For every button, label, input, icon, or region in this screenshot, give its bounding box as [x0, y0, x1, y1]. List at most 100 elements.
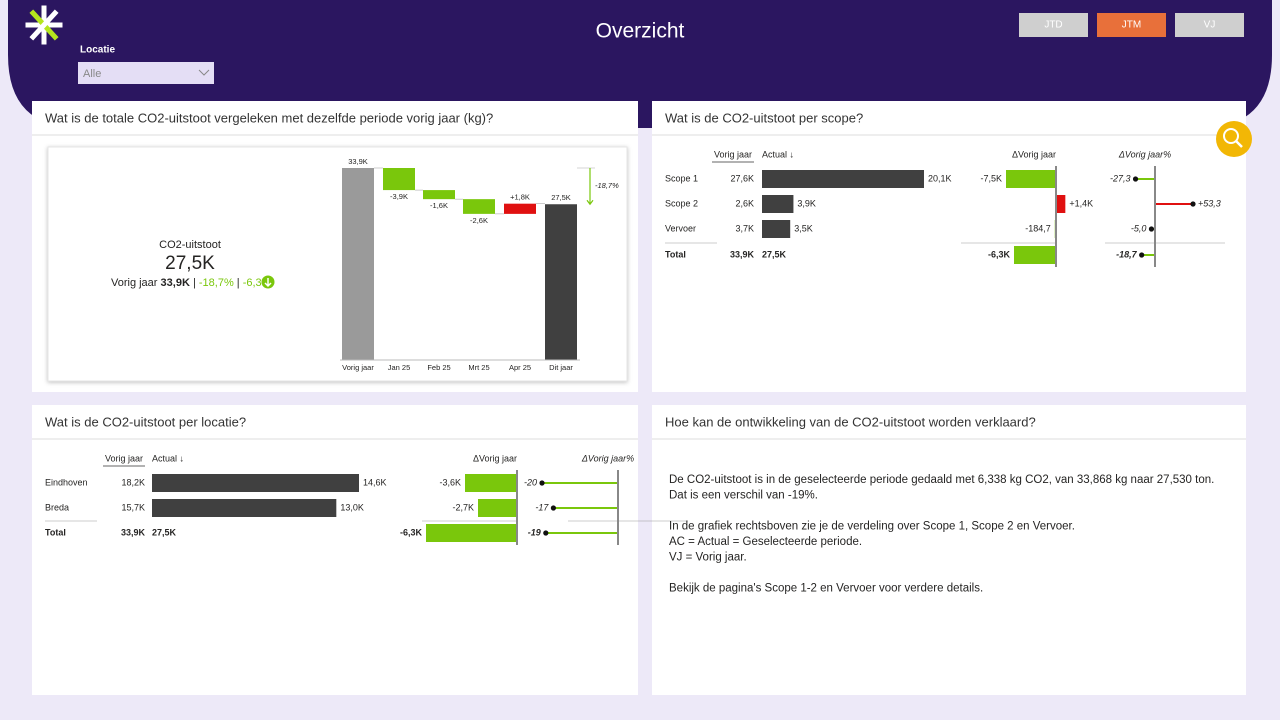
column-header: ΔVorig jaar% [581, 453, 634, 463]
actual-value: 3,9K [797, 198, 816, 208]
column-header: ΔVorig jaar [473, 453, 517, 463]
period-button[interactable] [1175, 13, 1244, 37]
column-header: Vorig jaar [105, 453, 143, 463]
actual-bar [762, 170, 924, 188]
page-title: Overzicht [596, 20, 685, 43]
delta-value: -6,3K [988, 249, 1011, 259]
delta-value: -6,3K [400, 527, 423, 537]
panel-total: Wat is de totale CO2-uitstoot vergeleken… [32, 101, 638, 392]
kpi-label: CO2-uitstoot [159, 239, 221, 251]
pct-value: -18,7 [1116, 249, 1138, 259]
kpi-previous-label: Vorig jaar [111, 277, 158, 289]
logo [25, 5, 63, 45]
previous-value: 33,9K [121, 527, 146, 537]
pct-dot [1132, 176, 1139, 182]
pct-value: +53,3 [1198, 198, 1221, 208]
delta-value: -3,6K [439, 477, 461, 487]
actual-value: 13,0K [340, 502, 364, 512]
actual-value: 20,1K [928, 173, 952, 183]
kpi-down-arrow [264, 278, 272, 288]
filter-dropdown[interactable] [78, 62, 214, 84]
actual-value: 3,5K [794, 223, 813, 233]
delta-bar [426, 524, 517, 542]
delta-bar [1056, 195, 1066, 213]
waterfall-category: Feb 25 [427, 363, 450, 372]
actual-bar [152, 474, 359, 492]
explanation-line: Dat is een verschil van -19%. [669, 490, 818, 502]
waterfall-value-label: -2,6K [470, 216, 488, 225]
waterfall-bar [342, 168, 374, 360]
waterfall-bar [504, 203, 536, 214]
row-label: Scope 1 [665, 173, 698, 183]
delta-bar [1014, 246, 1056, 264]
waterfall-category: Vorig jaar [342, 363, 374, 372]
row-label: Breda [45, 502, 69, 512]
panel-title: Wat is de totale CO2-uitstoot vergeleken… [45, 110, 493, 125]
previous-value: 18,2K [121, 477, 145, 487]
change-arrow [586, 168, 594, 206]
delta-bar [1006, 170, 1056, 188]
delta-value: -2,7K [452, 502, 474, 512]
explanation-line: In de grafiek rechtsboven zie je de verd… [669, 521, 1075, 533]
period-button[interactable] [1097, 13, 1166, 37]
period-button[interactable] [1019, 13, 1088, 37]
row-label: Scope 2 [665, 198, 698, 208]
panel-title: Hoe kan de ontwikkeling van de CO2-uitst… [665, 414, 1036, 429]
explanation-line: VJ = Vorig jaar. [669, 552, 747, 564]
delta-value: -184,7 [1025, 223, 1051, 233]
pct-value: -5,0 [1131, 223, 1147, 233]
row-label: Total [45, 527, 66, 537]
panel-title: Wat is de CO2-uitstoot per locatie? [45, 414, 246, 429]
explanation-line: Bekijk de pagina's Scope 1-2 en Vervoer … [669, 583, 983, 595]
waterfall-value-label: -3,9K [390, 192, 408, 201]
zoom-button[interactable] [1216, 121, 1252, 157]
waterfall-card [47, 146, 628, 382]
pct-dot [543, 530, 549, 536]
actual-value: 14,6K [363, 477, 387, 487]
actual-value: 27,5K [152, 527, 177, 537]
period-button-label: JTD [1044, 20, 1062, 31]
kpi-value: 27,5K [165, 253, 215, 274]
pct-dot [539, 480, 545, 486]
period-button-label: JTM [1122, 20, 1141, 31]
previous-value: 3,7K [735, 223, 754, 233]
column-header: Actual ↓ [152, 453, 184, 463]
column-header: ΔVorig jaar [1012, 149, 1056, 159]
pct-dot [1148, 226, 1155, 232]
delta-bar [478, 499, 517, 517]
dropdown-chevron [198, 69, 210, 76]
waterfall-bar [383, 168, 415, 191]
actual-bar [762, 195, 794, 213]
actual-bar [762, 220, 791, 238]
panel [652, 405, 1246, 695]
actual-value: 27,5K [762, 249, 787, 259]
kpi-delta-pct: -18,7% [199, 277, 234, 289]
waterfall-category: Mrt 25 [468, 363, 489, 372]
previous-value: 27,6K [730, 173, 754, 183]
waterfall-category: Dit jaar [549, 363, 573, 372]
waterfall-category: Apr 25 [509, 363, 531, 372]
panel-scope: Wat is de CO2-uitstoot per scope? [652, 101, 1246, 392]
pct-value: -20 [524, 477, 537, 487]
pct-dot [550, 505, 557, 511]
header-band [8, 0, 1272, 128]
pct-dot [1139, 252, 1145, 258]
waterfall-value-label: -1,6K [430, 201, 448, 210]
panel-title: Wat is de CO2-uitstoot per scope? [665, 110, 863, 125]
filter-label: Locatie [80, 45, 115, 56]
delta-value: +1,4K [1069, 198, 1093, 208]
pct-value: -17 [535, 502, 549, 512]
waterfall-bar [463, 199, 495, 214]
delta-bar [465, 474, 517, 492]
kpi-previous-value: 33,9K [161, 277, 190, 289]
waterfall-value-label: 33,9K [348, 157, 368, 166]
column-header: Vorig jaar [714, 149, 752, 159]
waterfall-bar [545, 204, 577, 360]
pct-dot [1190, 201, 1196, 207]
pct-value: -19 [528, 527, 541, 537]
waterfall-bar [423, 190, 455, 200]
previous-value: 2,6K [735, 198, 754, 208]
waterfall-category: Jan 25 [388, 363, 411, 372]
column-header: Actual ↓ [762, 149, 794, 159]
